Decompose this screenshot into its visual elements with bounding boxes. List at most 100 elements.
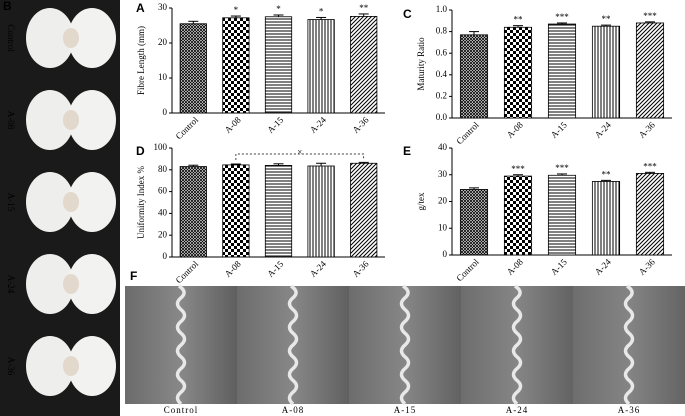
- cotton-lobe: [26, 172, 74, 232]
- cotton-lobe: [68, 8, 116, 68]
- x-tick-label: A-15: [265, 114, 286, 135]
- error-bar: [316, 16, 327, 20]
- fiber: [399, 284, 411, 406]
- bar: [591, 25, 621, 119]
- significance: **: [602, 14, 612, 24]
- cotton-lobe: [68, 254, 116, 314]
- significance: *: [319, 6, 324, 16]
- y-tick-label: 80: [158, 164, 168, 174]
- bar: [222, 17, 250, 114]
- sample-label: Control: [6, 24, 16, 52]
- error-bar: [469, 187, 479, 190]
- y-tick-label: 0.2: [436, 90, 447, 100]
- significance: ***: [555, 163, 569, 173]
- error-bar: [601, 179, 611, 182]
- error-bar: [273, 163, 284, 166]
- panel-letter: B: [3, 0, 12, 13]
- bar: [547, 23, 577, 119]
- cotton-photo: [26, 90, 116, 150]
- x-tick-label: A-24: [308, 114, 329, 135]
- y-tick-label: 10: [438, 222, 448, 232]
- bar: [591, 181, 621, 256]
- y-axis-label: Maturity Ratio: [416, 37, 426, 91]
- panel-letter: E: [403, 144, 411, 158]
- error-bar: [188, 164, 199, 167]
- cotton-photo: [26, 172, 116, 232]
- bar: [307, 19, 335, 114]
- y-tick-label: 20: [158, 229, 168, 239]
- bar: [635, 22, 665, 119]
- bar: [222, 164, 250, 258]
- bar: [307, 165, 335, 258]
- y-tick-label: 0.6: [436, 47, 448, 57]
- y-tick-label: 20: [438, 196, 448, 206]
- bar: [503, 26, 533, 119]
- error-bar: [188, 20, 199, 24]
- error-bar: [273, 14, 284, 17]
- error-bar: [230, 163, 241, 165]
- cotton-photo: [26, 336, 116, 396]
- x-tick-label: A-24: [308, 258, 329, 279]
- error-bar: [358, 161, 369, 164]
- x-tick-label: A-24: [593, 119, 614, 140]
- cotton-center: [63, 356, 79, 376]
- fiber: [511, 284, 523, 406]
- panel-letter: C: [403, 7, 412, 21]
- y-axis-label: g/tex: [416, 192, 426, 210]
- error-bar: [230, 15, 241, 18]
- x-tick-label: A-36: [350, 258, 371, 279]
- sample-label: A-36: [6, 357, 16, 376]
- x-tick-label: A-15: [265, 258, 286, 279]
- x-tick-label: A-36: [637, 256, 658, 277]
- error-bar: [513, 25, 523, 28]
- x-tick-label: Control: [454, 256, 481, 283]
- error-bar: [513, 174, 523, 177]
- bar: [179, 166, 207, 258]
- y-tick-label: 0.0: [436, 112, 448, 122]
- cotton-lobe: [26, 254, 74, 314]
- sample-label: A-36: [618, 405, 641, 415]
- x-tick-label: A-08: [223, 114, 244, 135]
- x-tick-label: A-36: [350, 114, 371, 135]
- bar: [350, 15, 378, 114]
- cotton-center: [63, 110, 79, 130]
- cotton-lobe: [26, 90, 74, 150]
- x-tick-label: A-08: [505, 119, 526, 140]
- significance: ***: [511, 164, 525, 174]
- error-bar: [601, 24, 611, 27]
- sample-label: A-24: [6, 275, 16, 294]
- y-tick-label: 10: [158, 72, 168, 82]
- cotton-lobe: [68, 90, 116, 150]
- sample-label: A-15: [394, 405, 417, 415]
- cotton-photo: [26, 254, 116, 314]
- error-bar: [557, 22, 567, 25]
- x-tick-label: A-36: [637, 119, 658, 140]
- error-bar: [469, 31, 479, 35]
- bar: [264, 165, 293, 258]
- bar: [459, 34, 489, 119]
- x-tick-label: Control: [174, 258, 201, 285]
- bar: [459, 189, 489, 256]
- significance: *: [276, 4, 281, 14]
- bracket-label: ×: [297, 147, 302, 157]
- y-axis-label: Uniformity Index %: [136, 166, 146, 239]
- y-tick-label: 0.4: [436, 69, 448, 79]
- panel-letter: F: [130, 269, 137, 283]
- cotton-center: [63, 28, 79, 48]
- cotton-lobe: [26, 8, 74, 68]
- bar: [264, 16, 293, 114]
- cotton-lobe: [26, 336, 74, 396]
- cotton-center: [63, 274, 79, 294]
- panel-letter: D: [136, 144, 145, 158]
- significance: **: [514, 15, 524, 25]
- fiber: [175, 284, 187, 406]
- x-tick-label: A-08: [223, 258, 244, 279]
- significance: ***: [643, 161, 657, 171]
- bar: [547, 174, 577, 256]
- cotton-lobe: [68, 336, 116, 396]
- error-bar: [645, 171, 655, 174]
- significance: *: [234, 5, 239, 15]
- bar: [503, 175, 533, 256]
- bar: [179, 23, 207, 114]
